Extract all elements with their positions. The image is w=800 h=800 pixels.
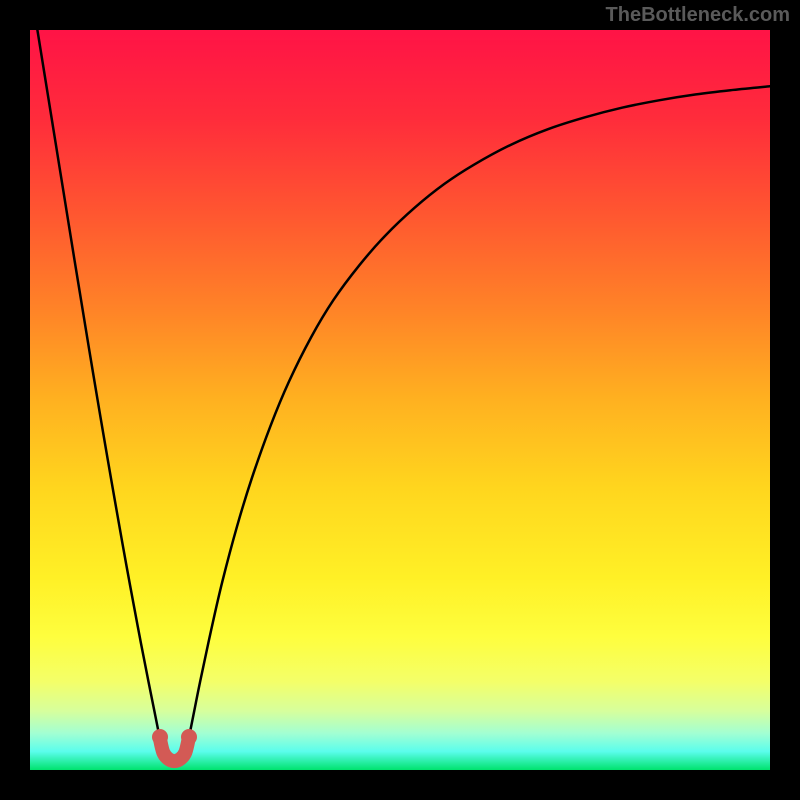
bottleneck-curve-left [37,30,159,737]
curve-layer [30,30,770,770]
plot-area [30,30,770,770]
endpoint-marker-icon [152,729,168,745]
bottleneck-curve-right [189,86,770,736]
watermark-text: TheBottleneck.com [606,4,790,27]
endpoint-marker-icon [181,729,197,745]
chart-container: TheBottleneck.com [0,0,800,800]
